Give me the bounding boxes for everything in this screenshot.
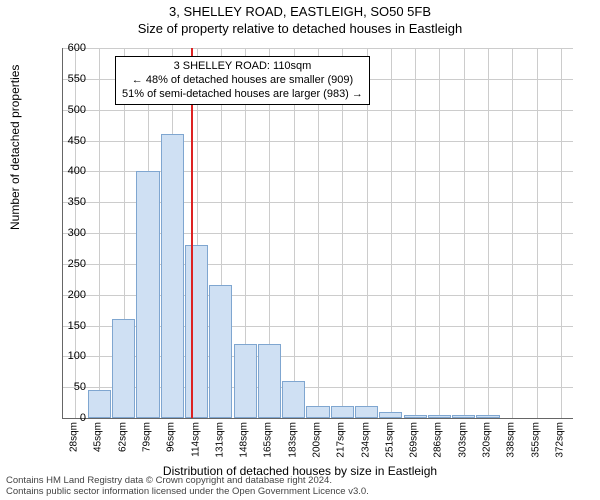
x-tick-label: 114sqm bbox=[190, 422, 201, 457]
x-tick-label: 96sqm bbox=[166, 422, 177, 452]
x-tick-label: 45sqm bbox=[93, 422, 104, 452]
plot-area: 3 SHELLEY ROAD: 110sqm← 48% of detached … bbox=[62, 48, 573, 419]
footer-attribution: Contains HM Land Registry data © Crown c… bbox=[6, 476, 369, 498]
x-tick-label: 338sqm bbox=[506, 422, 517, 458]
x-tick-label: 303sqm bbox=[457, 422, 468, 458]
histogram-bar bbox=[88, 390, 111, 418]
gridline-v bbox=[439, 48, 440, 418]
page-title-line2: Size of property relative to detached ho… bbox=[0, 21, 600, 36]
x-tick-label: 217sqm bbox=[336, 422, 347, 458]
x-tick-label: 269sqm bbox=[409, 422, 420, 458]
y-tick-label: 400 bbox=[46, 165, 86, 177]
x-tick-label: 200sqm bbox=[312, 422, 323, 458]
gridline-v bbox=[391, 48, 392, 418]
callout-line: 51% of semi-detached houses are larger (… bbox=[122, 88, 363, 102]
y-tick-label: 50 bbox=[46, 381, 86, 393]
x-tick-label: 131sqm bbox=[214, 422, 225, 458]
histogram-bar bbox=[185, 245, 208, 418]
x-tick-label: 234sqm bbox=[360, 422, 371, 458]
histogram-bar bbox=[355, 406, 378, 418]
histogram-bar bbox=[452, 415, 475, 418]
y-tick-label: 450 bbox=[46, 135, 86, 147]
x-tick-label: 183sqm bbox=[287, 422, 298, 458]
histogram-bar bbox=[234, 344, 257, 418]
gridline-v bbox=[99, 48, 100, 418]
gridline-v bbox=[488, 48, 489, 418]
gridline-v bbox=[537, 48, 538, 418]
callout-box: 3 SHELLEY ROAD: 110sqm← 48% of detached … bbox=[115, 56, 370, 105]
y-tick-label: 250 bbox=[46, 258, 86, 270]
y-tick-label: 200 bbox=[46, 289, 86, 301]
y-tick-label: 600 bbox=[46, 42, 86, 54]
histogram-bar bbox=[258, 344, 281, 418]
x-tick-label: 286sqm bbox=[433, 422, 444, 458]
x-tick-label: 165sqm bbox=[263, 422, 274, 458]
y-tick-label: 100 bbox=[46, 350, 86, 362]
y-tick-label: 550 bbox=[46, 73, 86, 85]
y-tick-label: 350 bbox=[46, 196, 86, 208]
histogram-bar bbox=[282, 381, 305, 418]
y-tick-label: 500 bbox=[46, 104, 86, 116]
histogram-bar bbox=[209, 285, 232, 418]
x-tick-label: 148sqm bbox=[239, 422, 250, 458]
histogram-bar bbox=[404, 415, 427, 418]
x-tick-label: 62sqm bbox=[117, 422, 128, 452]
y-tick-label: 150 bbox=[46, 320, 86, 332]
gridline-v bbox=[512, 48, 513, 418]
x-tick-label: 355sqm bbox=[530, 422, 541, 458]
x-tick-label: 251sqm bbox=[384, 422, 395, 458]
gridline-v bbox=[561, 48, 562, 418]
x-tick-label: 372sqm bbox=[554, 422, 565, 458]
y-axis-label: Number of detached properties bbox=[8, 65, 22, 230]
callout-line: 3 SHELLEY ROAD: 110sqm bbox=[122, 60, 363, 74]
x-tick-label: 79sqm bbox=[142, 422, 153, 452]
histogram-bar bbox=[306, 406, 329, 418]
gridline-v bbox=[464, 48, 465, 418]
page-title-line1: 3, SHELLEY ROAD, EASTLEIGH, SO50 5FB bbox=[0, 4, 600, 19]
histogram-bar bbox=[476, 415, 499, 418]
x-tick-label: 28sqm bbox=[69, 422, 80, 452]
histogram-bar bbox=[428, 415, 451, 418]
gridline-v bbox=[415, 48, 416, 418]
y-tick-label: 0 bbox=[46, 412, 86, 424]
histogram-bar bbox=[161, 134, 184, 418]
chart-area: 3 SHELLEY ROAD: 110sqm← 48% of detached … bbox=[62, 48, 572, 418]
callout-line: ← 48% of detached houses are smaller (90… bbox=[122, 74, 363, 88]
y-tick-label: 300 bbox=[46, 227, 86, 239]
histogram-bar bbox=[379, 412, 402, 418]
x-tick-label: 320sqm bbox=[482, 422, 493, 458]
footer-line2: Contains public sector information licen… bbox=[6, 487, 369, 498]
histogram-bar bbox=[136, 171, 159, 418]
histogram-bar bbox=[112, 319, 135, 418]
histogram-bar bbox=[331, 406, 354, 418]
